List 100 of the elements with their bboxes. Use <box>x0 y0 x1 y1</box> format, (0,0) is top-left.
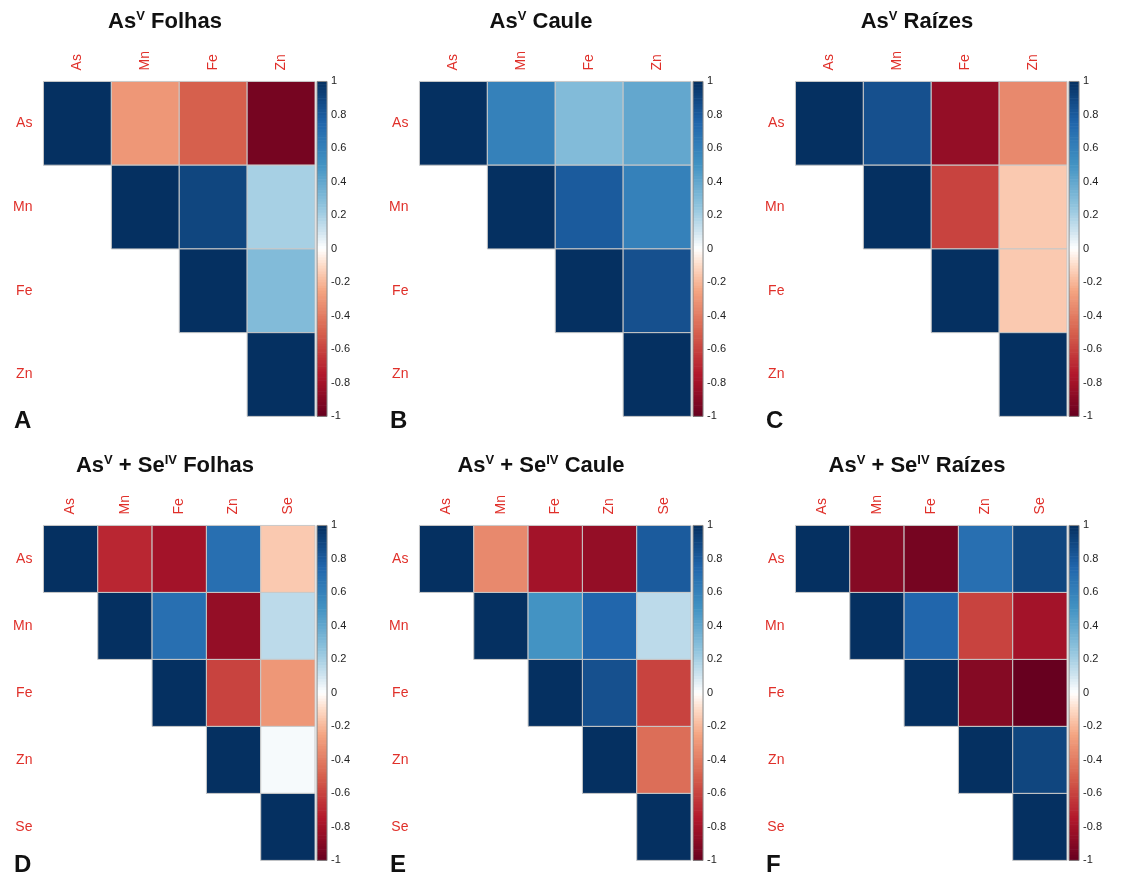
color-bar-label: -0.8 <box>331 819 351 832</box>
color-bar-label: 0.8 <box>707 551 723 564</box>
color-bar-label: -0.8 <box>707 375 727 388</box>
color-bar-label: 0.6 <box>331 141 347 154</box>
x-tick-label: As <box>68 54 85 71</box>
y-tick-label: Mn <box>765 197 785 214</box>
x-tick-label: Fe <box>204 53 221 71</box>
y-tick-label: Fe <box>392 281 409 298</box>
color-bar-label: 0 <box>1083 685 1090 698</box>
color-bar-label: 0.8 <box>1083 107 1099 120</box>
color-bar-label: -0.6 <box>1083 342 1103 355</box>
color-bar-label: 0.6 <box>707 585 723 598</box>
x-tick-label: Mn <box>888 51 905 71</box>
x-tick-label: As <box>820 54 837 71</box>
text: B <box>390 406 408 434</box>
x-tick-label: Fe <box>170 497 187 515</box>
color-bar-label: 0.2 <box>1083 652 1099 665</box>
y-tick-label: Zn <box>16 750 33 767</box>
y-tick-label: Zn <box>768 365 785 382</box>
color-bar-label: 0.4 <box>1083 618 1099 631</box>
text: D <box>14 850 32 878</box>
x-tick-label: Mn <box>491 495 508 515</box>
color-bar-label: 0.6 <box>331 585 347 598</box>
color-bar-label: -0.2 <box>1083 275 1103 288</box>
y-tick-label: Mn <box>765 616 785 633</box>
x-tick-label: Zn <box>1023 54 1040 71</box>
color-bar-label: -0.8 <box>1083 375 1103 388</box>
color-bar-label: -0.4 <box>331 308 351 321</box>
color-bar-label: 0.4 <box>707 174 723 187</box>
color-bar-label: 1 <box>331 74 338 87</box>
color-bar-label: 0.4 <box>331 174 347 187</box>
color-bar-label: -0.4 <box>1083 308 1103 321</box>
color-bar-label: -1 <box>1083 853 1093 866</box>
y-tick-label: Mn <box>13 616 33 633</box>
color-bar-label: -1 <box>331 409 341 422</box>
color-bar-label: 0.8 <box>331 107 347 120</box>
x-tick-label: Se <box>278 497 295 515</box>
color-bar-label: -0.2 <box>707 719 727 732</box>
y-tick-label: As <box>392 549 409 566</box>
y-tick-label: As <box>16 114 33 131</box>
y-tick-label: Fe <box>16 281 33 298</box>
y-tick-label: As <box>16 549 33 566</box>
x-tick-label: Mn <box>512 51 529 71</box>
color-bar-label: 0.6 <box>1083 585 1099 598</box>
color-bar-label: -0.8 <box>707 819 727 832</box>
chart-title: As$^{V}$ Folhas <box>107 8 223 35</box>
color-bar-label: 0 <box>707 241 714 254</box>
color-bar-label: -1 <box>707 853 717 866</box>
x-tick-label: Zn <box>271 54 288 71</box>
y-tick-label: As <box>392 114 409 131</box>
x-tick-label: Mn <box>867 495 884 515</box>
text: A <box>14 406 32 434</box>
color-bar-label: 0 <box>331 241 338 254</box>
color-bar-label: 0.2 <box>707 652 723 665</box>
chart-title: As$^{V}$ Caule <box>488 8 594 35</box>
chart-title: As$^{V}$ Raízes <box>859 8 975 35</box>
color-bar-label: 0.2 <box>331 652 347 665</box>
color-bar-label: 0.4 <box>707 618 723 631</box>
x-tick-label: As <box>813 498 830 515</box>
x-tick-label: Zn <box>976 498 993 515</box>
chart-title: As$^{V}$ + Se$^{IV}$ Folhas <box>74 452 256 479</box>
y-tick-label: Se <box>391 817 409 834</box>
color-bar-label: -0.2 <box>331 719 351 732</box>
y-tick-label: Zn <box>392 750 409 767</box>
y-tick-label: Mn <box>389 197 409 214</box>
y-tick-label: Zn <box>16 365 33 382</box>
y-tick-label: Fe <box>16 683 33 700</box>
y-tick-label: Fe <box>768 281 785 298</box>
text: F <box>766 850 781 878</box>
color-bar-label: 1 <box>331 518 338 531</box>
color-bar-label: -0.2 <box>1083 719 1103 732</box>
x-tick-label: Se <box>1030 497 1047 515</box>
y-tick-label: Fe <box>768 683 785 700</box>
color-bar-label: 0 <box>1083 241 1090 254</box>
color-bar-label: 0.4 <box>1083 174 1099 187</box>
chart-title: As$^{V}$ + Se$^{IV}$ Raízes <box>827 452 1007 479</box>
x-tick-label: Zn <box>224 498 241 515</box>
color-bar-label: -0.6 <box>707 342 727 355</box>
color-bar-label: -1 <box>1083 409 1093 422</box>
color-bar-label: 1 <box>1083 74 1090 87</box>
x-tick-label: Fe <box>546 497 563 515</box>
color-bar-label: -0.4 <box>331 752 351 765</box>
x-tick-label: As <box>61 498 78 515</box>
x-tick-label: Fe <box>956 53 973 71</box>
chart-title: As$^{V}$ + Se$^{IV}$ Caule <box>456 452 626 479</box>
color-bar-label: -0.6 <box>707 786 727 799</box>
y-tick-label: Fe <box>392 683 409 700</box>
color-bar-label: 1 <box>707 74 714 87</box>
x-tick-label: As <box>437 498 454 515</box>
color-bar-label: 0.6 <box>1083 141 1099 154</box>
color-bar-label: -1 <box>707 409 717 422</box>
color-bar-label: -0.4 <box>1083 752 1103 765</box>
color-bar-label: -1 <box>331 853 341 866</box>
color-bar-label: 0 <box>331 685 338 698</box>
color-bar-label: -0.4 <box>707 752 727 765</box>
color-bar-label: -0.6 <box>331 342 351 355</box>
x-tick-label: Fe <box>922 497 939 515</box>
color-bar-label: 0.8 <box>1083 551 1099 564</box>
color-bar-label: -0.2 <box>331 275 351 288</box>
color-bar-label: 1 <box>707 518 714 531</box>
